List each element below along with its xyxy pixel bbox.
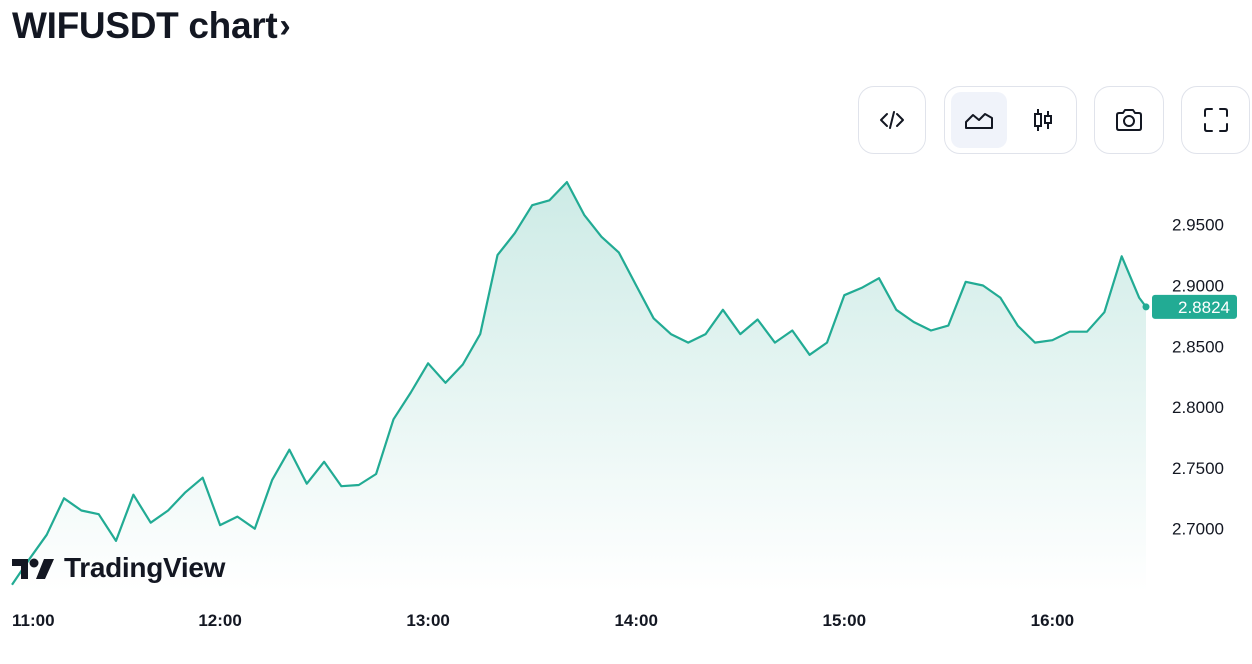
chart-title-link[interactable]: WIFUSDT chart › [12, 4, 291, 48]
snapshot-button-group [1094, 86, 1164, 154]
last-price-tag: 2.8824 [1152, 294, 1237, 319]
last-price-label: 2.8824 [1178, 298, 1230, 317]
embed-button-group [858, 86, 926, 154]
price-tick-label: 2.7500 [1172, 459, 1224, 478]
tradingview-logo[interactable]: TradingView [12, 552, 225, 584]
chevron-right-icon: › [279, 7, 291, 45]
time-tick-label: 15:00 [823, 611, 866, 630]
tradingview-logo-icon [12, 558, 54, 579]
area-style-button[interactable] [950, 92, 1007, 148]
area-chart-icon [964, 113, 993, 129]
candles-style-button[interactable] [1015, 92, 1071, 148]
price-tick-label: 2.7000 [1172, 520, 1224, 539]
fullscreen-button-group [1181, 86, 1250, 154]
time-tick-label: 14:00 [614, 611, 657, 630]
price-line [11, 181, 1147, 586]
last-price-tag-bg [1152, 294, 1237, 319]
embed-code-button[interactable] [864, 92, 920, 148]
code-icon [880, 111, 904, 129]
price-tick-label: 2.9000 [1172, 276, 1224, 295]
fullscreen-icon [1203, 108, 1228, 132]
price-tick-label: 2.8000 [1172, 398, 1224, 417]
time-tick-label: 12:00 [198, 611, 241, 630]
fullscreen-button[interactable] [1188, 92, 1244, 148]
camera-icon [1116, 109, 1142, 131]
time-tick-label: 16:00 [1031, 611, 1074, 630]
price-tick-label: 2.9500 [1172, 216, 1224, 235]
tradingview-logo-text: TradingView [64, 552, 226, 583]
chart-title: WIFUSDT chart [12, 5, 278, 46]
time-axis: 11:00 12:00 13:00 14:00 15:00 16:00 [12, 611, 1074, 630]
snapshot-button[interactable] [1101, 92, 1157, 148]
chart-style-group [944, 86, 1077, 154]
time-tick-label: 13:00 [406, 611, 449, 630]
candlestick-icon [1033, 109, 1052, 131]
price-tick-label: 2.8500 [1172, 337, 1224, 356]
price-axis: 2.9500 2.9000 2.8500 2.8000 2.7500 2.7000 [1172, 216, 1224, 539]
last-price-dot [1142, 303, 1150, 311]
time-tick-label: 11:00 [12, 611, 55, 630]
area-fill [12, 182, 1146, 592]
